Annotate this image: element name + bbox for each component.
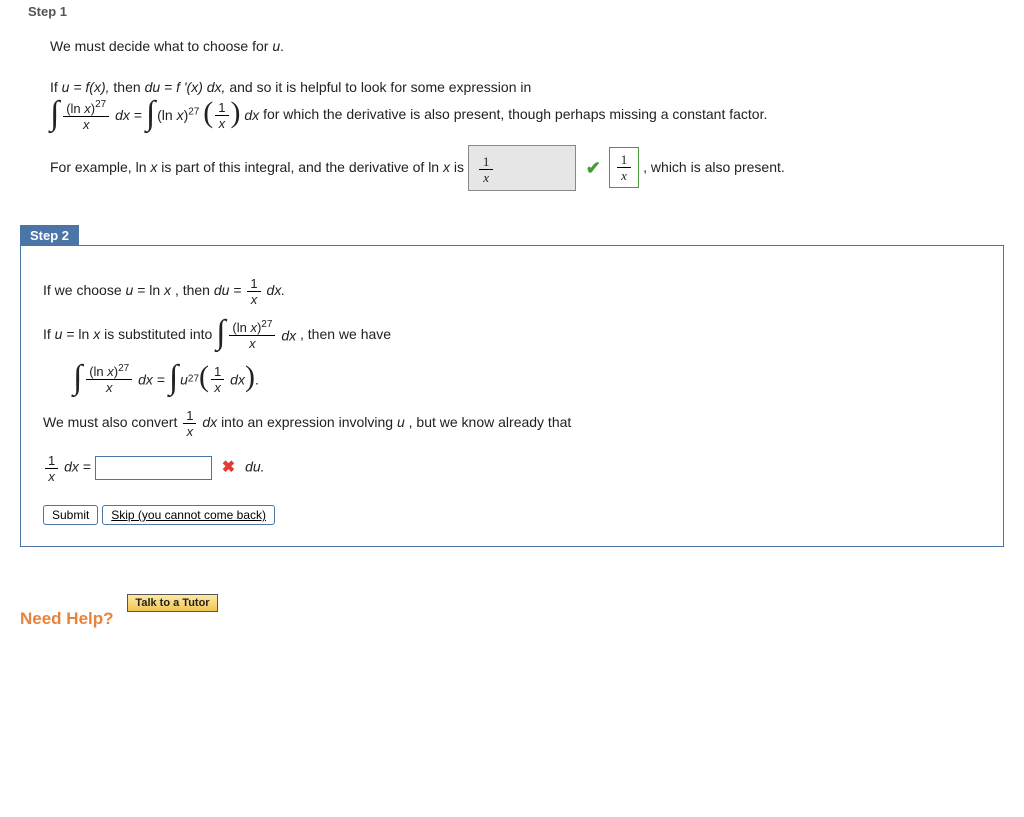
- step1-line1: We must decide what to choose for u.: [50, 33, 984, 60]
- help-row: Need Help? Talk to a Tutor: [20, 577, 1004, 629]
- integral-sign: ∫: [50, 100, 59, 127]
- step2-box: If we choose u = ln x , then du = 1 x dx…: [20, 245, 1004, 548]
- need-help-label: Need Help?: [20, 609, 114, 629]
- step2-line2: If u = ln x is substituted into ∫ (ln x)…: [43, 320, 981, 350]
- step2-line3: We must also convert 1 x dx into an expr…: [43, 408, 981, 438]
- correct-answer-box: 1 x: [609, 147, 640, 187]
- answer-box-filled[interactable]: 1 x: [468, 145, 576, 191]
- step1-line2: If u = f(x), then du = f '(x) dx, and so…: [50, 74, 984, 131]
- step1-content: We must decide what to choose for u. If …: [20, 33, 1004, 225]
- integral-sign: ∫: [216, 319, 225, 346]
- integral-sign: ∫: [73, 364, 82, 391]
- step2-line1: If we choose u = ln x , then du = 1 x dx…: [43, 276, 981, 306]
- check-icon: ✔: [586, 158, 601, 178]
- skip-button[interactable]: Skip (you cannot come back): [102, 505, 275, 525]
- integrand-frac: (ln x)27 x: [63, 100, 109, 130]
- talk-to-tutor-button[interactable]: Talk to a Tutor: [127, 594, 217, 612]
- x-icon: ✖: [222, 459, 235, 476]
- step1-label: Step 1: [28, 4, 1004, 19]
- button-row: Submit Skip (you cannot come back): [43, 500, 981, 528]
- step2-label: Step 2: [20, 225, 79, 246]
- submit-button[interactable]: Submit: [43, 505, 98, 525]
- step2-answer-row: 1 x dx = ✖ du.: [43, 452, 981, 484]
- integral-sign: ∫: [146, 100, 155, 127]
- integral-sign: ∫: [169, 364, 178, 391]
- step2-equation: ∫ (ln x)27 x dx = ∫ u27( 1 x dx).: [73, 364, 981, 394]
- step1-example: For example, ln x is part of this integr…: [50, 145, 984, 191]
- answer-input[interactable]: [95, 456, 212, 480]
